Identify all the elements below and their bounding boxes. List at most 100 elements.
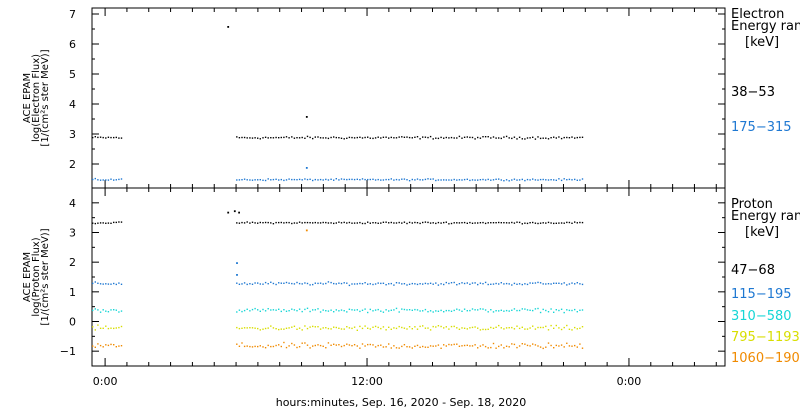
data-point — [99, 327, 102, 329]
data-point — [558, 136, 560, 138]
data-point — [298, 327, 301, 329]
data-point — [102, 283, 104, 285]
data-point — [422, 345, 424, 348]
data-point — [353, 283, 356, 285]
data-point — [343, 344, 345, 347]
data-point — [285, 221, 288, 224]
data-point — [288, 327, 290, 329]
data-point — [498, 178, 500, 180]
data-point — [427, 346, 429, 348]
data-point — [388, 178, 390, 181]
data-point — [440, 309, 442, 312]
data-point — [419, 222, 421, 225]
data-point — [471, 282, 474, 284]
data-point — [275, 221, 277, 224]
legend-entry: 310−580 — [731, 309, 792, 324]
data-point — [272, 223, 275, 225]
data-point — [471, 345, 474, 347]
data-point — [236, 282, 238, 284]
data-point — [463, 282, 466, 285]
data-point — [113, 179, 115, 181]
data-point — [440, 325, 442, 328]
data-point — [471, 308, 474, 310]
data-point — [388, 222, 390, 224]
data-point — [241, 310, 243, 313]
data-point — [574, 178, 576, 181]
data-point — [270, 309, 272, 311]
data-point — [377, 326, 379, 329]
data-point — [566, 221, 568, 224]
data-point — [393, 327, 395, 329]
data-point — [340, 137, 343, 139]
data-point — [453, 222, 455, 224]
data-point — [343, 178, 345, 181]
data-point — [94, 346, 96, 348]
data-point — [382, 136, 385, 138]
data-point — [508, 137, 510, 139]
data-point — [293, 222, 296, 224]
data-point — [521, 326, 523, 328]
data-point — [309, 178, 311, 180]
data-point — [388, 310, 390, 312]
data-point — [118, 345, 120, 347]
data-point — [312, 283, 314, 286]
data-point — [372, 310, 374, 312]
data-point — [456, 327, 458, 329]
data-point — [532, 309, 534, 312]
data-point — [340, 178, 343, 180]
data-point — [280, 221, 282, 224]
data-point — [246, 179, 248, 181]
data-point — [579, 327, 581, 329]
data-point — [479, 329, 482, 331]
data-point — [469, 309, 471, 312]
data-point — [550, 344, 552, 347]
data-point — [487, 136, 489, 138]
data-point — [353, 137, 356, 139]
data-point — [359, 325, 361, 328]
data-point — [427, 178, 429, 180]
data-point — [503, 180, 505, 182]
data-point — [466, 178, 468, 180]
data-point — [317, 344, 319, 346]
data-point — [526, 328, 529, 330]
data-point — [361, 343, 364, 345]
data-point — [120, 221, 123, 223]
data-point — [330, 178, 332, 180]
data-point — [120, 178, 123, 180]
data-point — [249, 345, 251, 348]
data-point — [492, 179, 495, 181]
data-point — [325, 221, 327, 224]
data-point — [343, 328, 345, 330]
data-point — [406, 136, 408, 138]
data-point — [264, 179, 267, 182]
data-point — [291, 308, 293, 310]
data-point — [335, 309, 337, 311]
series-175-315 — [92, 167, 584, 182]
data-point — [526, 137, 529, 139]
data-point — [571, 282, 573, 284]
data-point — [461, 179, 463, 181]
data-point — [238, 327, 241, 330]
data-point — [429, 178, 432, 180]
data-point — [547, 283, 550, 285]
data-point — [537, 326, 539, 329]
data-point — [105, 283, 107, 285]
data-point — [508, 310, 510, 312]
data-point — [424, 308, 427, 311]
data-point — [306, 327, 309, 330]
y-axis-label-line: [1/(cm²s ster MeV)] — [40, 49, 51, 146]
data-point — [529, 282, 531, 284]
data-point — [492, 327, 495, 329]
data-point — [532, 221, 534, 224]
data-point — [94, 136, 96, 138]
data-point — [466, 282, 468, 284]
data-point — [361, 178, 364, 180]
data-point — [558, 327, 560, 329]
data-point — [414, 308, 416, 311]
data-point — [317, 136, 319, 138]
data-point — [401, 345, 403, 348]
data-point — [270, 281, 272, 283]
data-point — [539, 178, 542, 181]
data-point — [377, 178, 379, 181]
data-point — [422, 179, 424, 181]
